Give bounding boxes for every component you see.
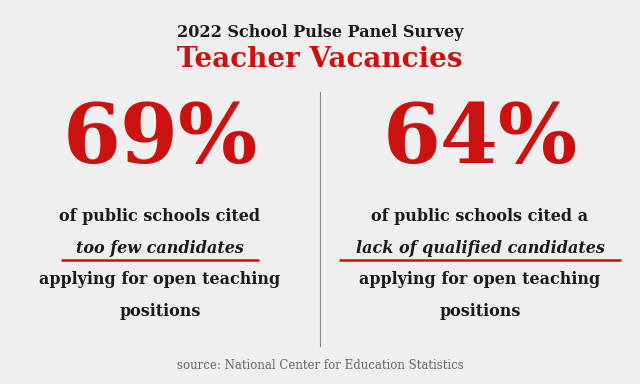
Text: 64%: 64% [383,100,577,180]
Text: of public schools cited a: of public schools cited a [371,209,589,225]
Text: too few candidates: too few candidates [76,240,244,257]
Text: 2022 School Pulse Panel Survey: 2022 School Pulse Panel Survey [177,24,463,41]
Text: positions: positions [439,303,521,320]
Text: of public schools cited: of public schools cited [60,209,260,225]
Text: applying for open teaching: applying for open teaching [360,271,600,288]
Text: Teacher Vacancies: Teacher Vacancies [177,46,463,73]
Text: source: National Center for Education Statistics: source: National Center for Education St… [177,359,463,372]
Text: positions: positions [119,303,201,320]
Text: lack of qualified candidates: lack of qualified candidates [356,240,604,257]
Text: applying for open teaching: applying for open teaching [40,271,280,288]
Text: 69%: 69% [62,100,258,180]
